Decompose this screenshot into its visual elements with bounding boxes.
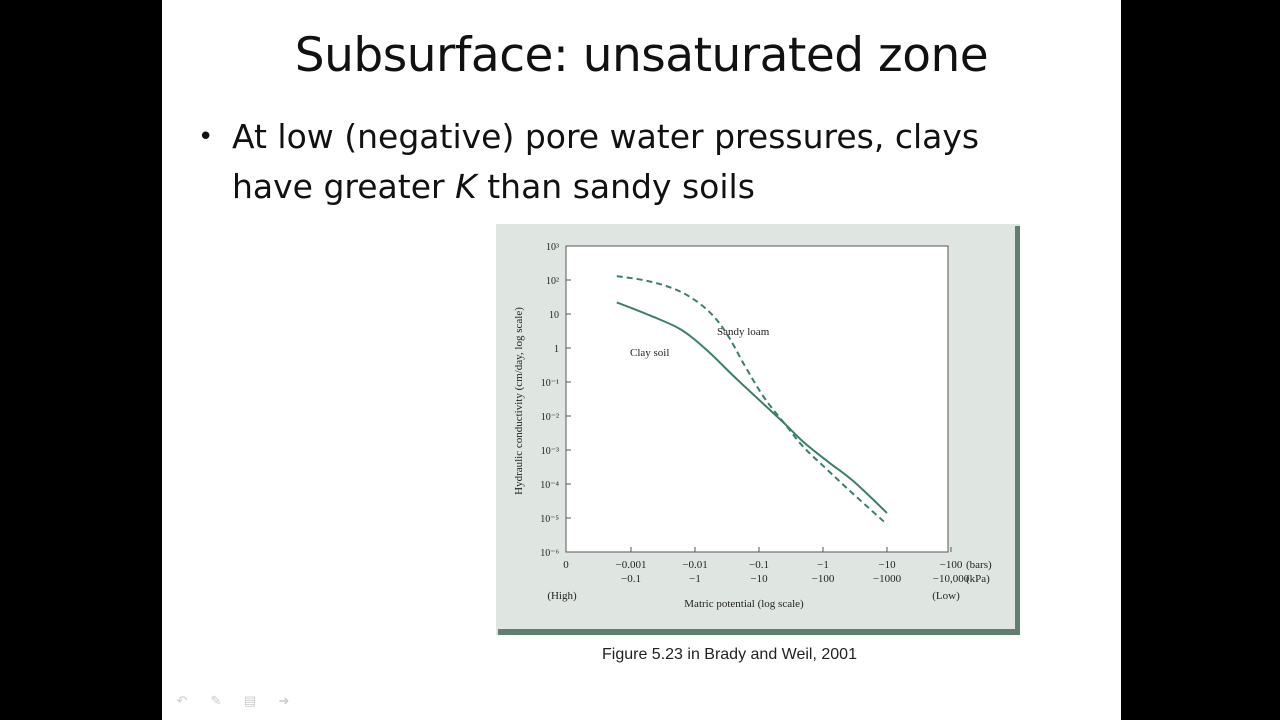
x-tick-bars-label-1: −0.001: [616, 559, 647, 571]
y-tick-label-3: 1: [554, 344, 559, 355]
slide: Subsurface: unsaturated zone • At low (n…: [162, 0, 1121, 720]
y-tick-label-5: 10⁻²: [541, 412, 559, 423]
y-tick-label-4: 10⁻¹: [541, 378, 559, 389]
y-tick-label-9: 10⁻⁶: [540, 548, 559, 559]
x-tick-kpa-label-1: −0.1: [621, 573, 641, 585]
bullet-line-2-post: than sandy soils: [476, 167, 755, 206]
next-arrow-icon[interactable]: ➜: [278, 693, 290, 708]
x-tick-bars-label-5: −10: [878, 559, 896, 571]
x-tick-bars-label-0: 0: [563, 559, 569, 571]
x-low-label: (Low): [932, 590, 960, 602]
x-tick-kpa-label-4: −100: [812, 573, 835, 585]
y-tick-label-7: 10⁻⁴: [540, 480, 559, 491]
x-tick-bars-label-2: −0.01: [682, 559, 707, 571]
x-tick-kpa-label-2: −1: [689, 573, 701, 585]
x-tick-kpa-label-6: −10,000: [933, 573, 970, 585]
y-tick-label-6: 10⁻³: [541, 446, 559, 457]
bullet-line-2-pre: have greater: [232, 167, 456, 206]
bullet-text: At low (negative) pore water pressures, …: [232, 112, 1052, 212]
series-line-sandy-loam: [616, 275, 888, 526]
series-group: [616, 275, 888, 526]
previous-arrow-icon[interactable]: ↶: [176, 693, 188, 708]
x-axis-label: Matric potential (log scale): [684, 598, 804, 610]
x-tick-bars-label-4: −1: [817, 559, 829, 571]
y-axis: 10³ 10² 10 1 10⁻¹ 10⁻² 10⁻³ 10⁻⁴ 10⁻⁵ 10⁻⁶: [540, 242, 571, 559]
slideshow-nav: ↶ ✎ ▤ ➜: [172, 694, 294, 708]
y-tick-label-1: 10²: [546, 276, 559, 287]
x-bars-unit: (bars): [966, 559, 992, 571]
legend-label-sandy-loam: Sandy loam: [717, 326, 770, 338]
figure-caption: Figure 5.23 in Brady and Weil, 2001: [602, 646, 857, 663]
x-high-label: (High): [547, 590, 577, 602]
series-line-clay-soil: [616, 301, 888, 514]
x-tick-kpa-label-5: −1000: [873, 573, 902, 585]
menu-icon[interactable]: ▤: [243, 693, 257, 708]
slide-title: Subsurface: unsaturated zone: [294, 28, 989, 83]
y-axis-label: Hydraulic conductivity (cm/day, log scal…: [513, 307, 525, 495]
x-tick-bars-label-3: −0.1: [749, 559, 769, 571]
figure-bottom-edge: [498, 629, 1020, 635]
x-axis: 0 −0.001 −0.1 −0.01 −1 −0.1 −10 −1 −100 −10 −1000 −…: [563, 547, 970, 585]
y-tick-label-8: 10⁻⁵: [540, 514, 559, 525]
figure-right-edge: [1015, 226, 1020, 635]
pen-icon[interactable]: ✎: [210, 693, 222, 708]
x-tick-bars-label-6: −100: [940, 559, 963, 571]
bullet-line-2: have greater K than sandy soils: [232, 162, 1052, 212]
bullet-line-1: At low (negative) pore water pressures, …: [232, 117, 980, 156]
bullet-mark: •: [198, 122, 214, 152]
legend-label-clay-soil: Clay soil: [630, 347, 669, 359]
y-tick-label-0: 10³: [546, 242, 559, 253]
x-kpa-unit: (kPa): [966, 573, 990, 585]
figure-chart: 10³ 10² 10 1 10⁻¹ 10⁻² 10⁻³ 10⁻⁴ 10⁻⁵ 10⁻⁶ 0 −0.00…: [496, 224, 1020, 635]
y-tick-label-2: 10: [549, 310, 559, 321]
x-tick-kpa-label-3: −10: [750, 573, 768, 585]
bullet-k-symbol: K: [455, 167, 477, 206]
